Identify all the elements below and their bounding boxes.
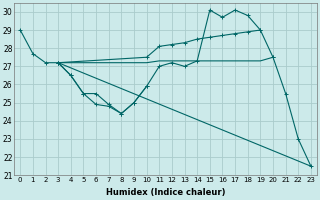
X-axis label: Humidex (Indice chaleur): Humidex (Indice chaleur) xyxy=(106,188,225,197)
